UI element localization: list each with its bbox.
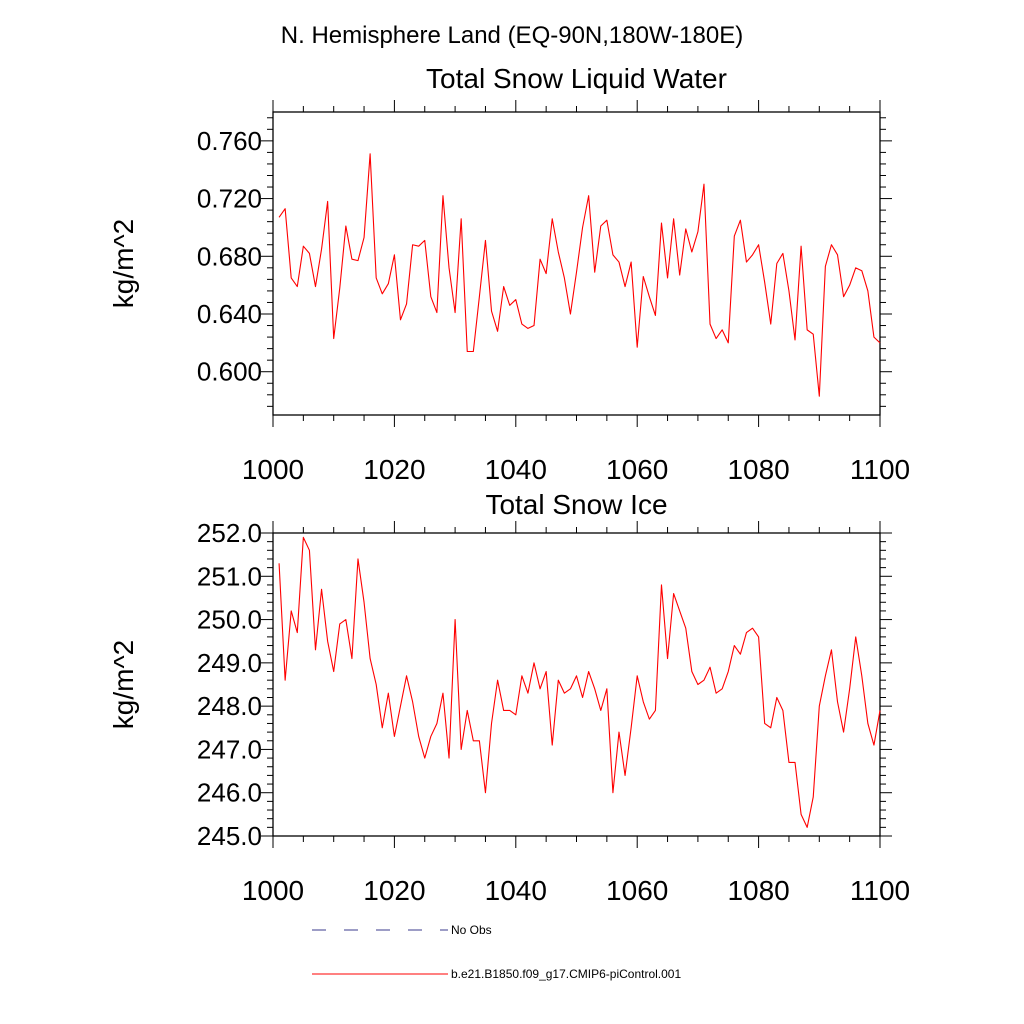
y-tick-label: 0.760	[197, 126, 262, 156]
y-tick-label: 0.720	[197, 184, 262, 214]
y-tick-label: 0.600	[197, 357, 262, 387]
y-tick-label: 246.0	[197, 778, 262, 808]
x-tick-label: 1000	[242, 454, 304, 485]
y-tick-label: 0.640	[197, 299, 262, 329]
plot-title: Total Snow Ice	[485, 489, 667, 520]
x-tick-label: 1000	[242, 875, 304, 906]
x-tick-label: 1040	[485, 454, 547, 485]
y-tick-label: 251.0	[197, 561, 262, 591]
region-title: N. Hemisphere Land (EQ-90N,180W-180E)	[281, 22, 743, 49]
x-tick-label: 1100	[850, 454, 910, 485]
x-tick-label: 1060	[606, 454, 668, 485]
y-tick-label: 245.0	[197, 821, 262, 851]
legend: No Obs b.e21.B1850.f09_g17.CMIP6-piContro…	[312, 923, 681, 981]
y-axis-label: kg/m^2	[108, 219, 139, 308]
y-tick-label: 250.0	[197, 605, 262, 635]
series-line	[278, 153, 881, 397]
series-line	[278, 536, 881, 828]
plot-frame	[272, 532, 881, 837]
plot-2: Total Snow Ice kg/m^2 1000 1020 1040 1060 1080…	[108, 489, 910, 906]
y-tick-label: 248.0	[197, 691, 262, 721]
legend-label-2: b.e21.B1850.f09_g17.CMIP6-piControl.001	[451, 967, 681, 981]
x-tick-label: 1020	[363, 875, 425, 906]
x-tick-label: 1060	[606, 875, 668, 906]
x-tick-label: 1100	[850, 875, 910, 906]
plots-group: Total Snow Liquid Water kg/m^2 1000 1020 104…	[108, 63, 910, 906]
y-tick-label: 247.0	[197, 734, 262, 764]
x-tick-label: 1080	[727, 875, 789, 906]
plot-title: Total Snow Liquid Water	[426, 63, 727, 94]
y-tick-label: 249.0	[197, 648, 262, 678]
y-tick-label: 0.680	[197, 241, 262, 271]
plot-frame	[272, 111, 881, 416]
plot-1: Total Snow Liquid Water kg/m^2 1000 1020 104…	[108, 63, 910, 485]
x-tick-label: 1080	[727, 454, 789, 485]
y-axis-label: kg/m^2	[108, 640, 139, 729]
y-tick-label: 252.0	[197, 518, 262, 548]
x-tick-label: 1020	[363, 454, 425, 485]
legend-label-1: No Obs	[451, 923, 492, 937]
x-tick-label: 1040	[485, 875, 547, 906]
